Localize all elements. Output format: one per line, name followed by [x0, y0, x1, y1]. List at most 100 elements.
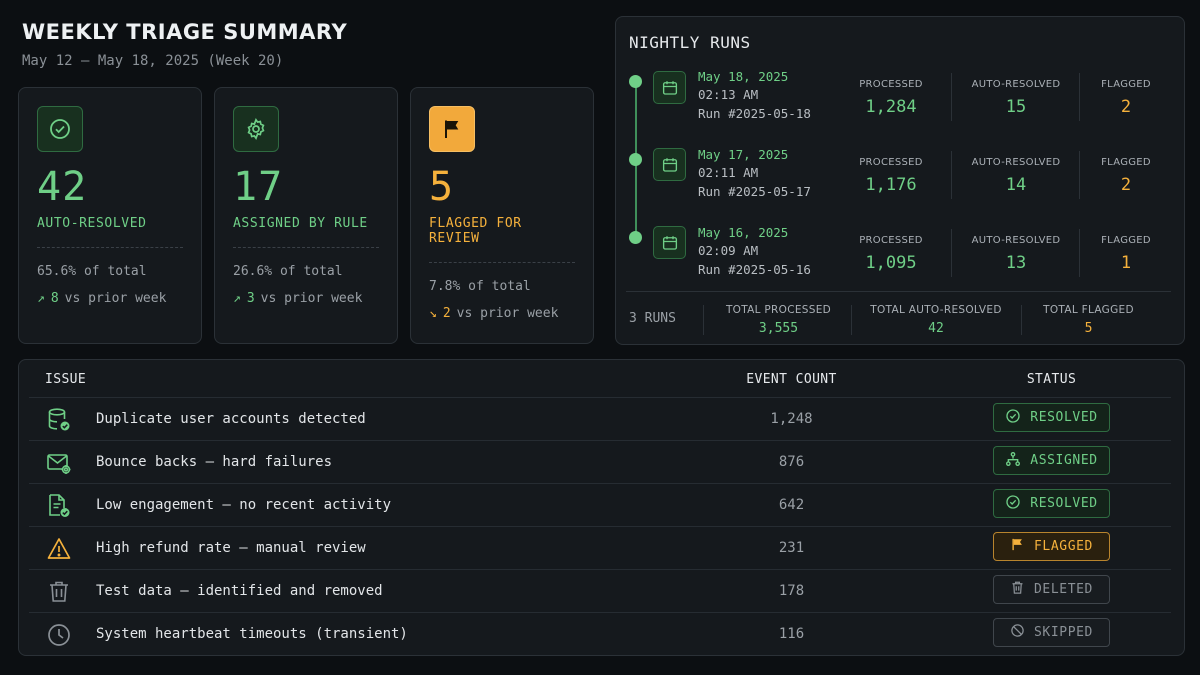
kpi-change-text: vs prior week	[64, 291, 167, 306]
status-badge: SKIPPED	[993, 618, 1110, 647]
trend-up-icon: ↗	[37, 291, 45, 306]
flag-icon	[1010, 537, 1025, 556]
kpi-change: ↗ 3 vs prior week	[233, 291, 379, 306]
run-id: Run #2025-05-17	[698, 184, 811, 199]
auto-resolved-label: AUTO-RESOLVED	[971, 79, 1061, 90]
table-row[interactable]: Low engagement – no recent activity 642 …	[29, 483, 1171, 526]
status-label: SKIPPED	[1034, 625, 1093, 640]
trash-icon	[1010, 580, 1025, 599]
kpi-card-auto-resolved: 42 AUTO-RESOLVED 65.6% of total ↗ 8 vs p…	[18, 87, 202, 344]
table-row[interactable]: System heartbeat timeouts (transient) 11…	[29, 612, 1171, 655]
column-separator	[851, 305, 852, 335]
run-date: May 16, 2025	[698, 225, 789, 240]
flag-icon	[429, 106, 475, 152]
total-processed-value: 3,555	[758, 321, 799, 336]
event-count: 231	[778, 540, 805, 556]
event-count: 116	[778, 626, 805, 642]
run-id: Run #2025-05-18	[698, 106, 811, 121]
trash-icon	[46, 579, 72, 605]
runs-footer-divider	[626, 291, 1171, 292]
document-check-icon	[46, 493, 72, 519]
auto-resolved-value: 13	[1005, 253, 1027, 273]
nightly-runs-title: NIGHTLY RUNS	[629, 33, 751, 52]
kpi-change-text: vs prior week	[260, 291, 363, 306]
auto-resolved-label: AUTO-RESOLVED	[971, 235, 1061, 246]
flagged-label: FLAGGED	[1101, 235, 1151, 246]
column-separator	[951, 73, 952, 121]
nightly-runs-panel: NIGHTLY RUNS May 18, 2025 02:13 AM Run #…	[615, 16, 1185, 345]
kpi-share: 7.8% of total	[429, 279, 531, 294]
column-separator	[1079, 73, 1080, 121]
kpi-divider	[429, 262, 575, 263]
auto-resolved-value: 14	[1005, 175, 1027, 195]
page-header: WEEKLY TRIAGE SUMMARY May 12 – May 18, 2…	[22, 20, 347, 69]
run-time: 02:11 AM	[698, 165, 759, 180]
hierarchy-icon	[1005, 451, 1021, 471]
kpi-change-text: vs prior week	[456, 306, 559, 321]
kpi-divider	[233, 247, 379, 248]
warning-icon	[46, 536, 72, 562]
timeline-dot	[629, 153, 642, 166]
issue-text: Duplicate user accounts detected	[96, 411, 366, 427]
event-count: 178	[778, 583, 805, 599]
status-label: FLAGGED	[1034, 539, 1093, 554]
kpi-change-value: 2	[442, 306, 451, 321]
table-row[interactable]: High refund rate – manual review 231 FLA…	[29, 526, 1171, 569]
status-label: RESOLVED	[1030, 410, 1098, 425]
run-date: May 18, 2025	[698, 69, 789, 84]
issue-text: High refund rate – manual review	[96, 540, 366, 556]
status-label: DELETED	[1034, 582, 1093, 597]
column-header-event-count: EVENT COUNT	[746, 372, 837, 387]
kpi-change: ↗ 8 vs prior week	[37, 291, 183, 306]
kpi-label: FLAGGED FOR REVIEW	[429, 216, 522, 246]
kpi-change: ↘ 2 vs prior week	[429, 306, 575, 321]
check-circle-icon	[37, 106, 83, 152]
runs-count: 3 RUNS	[629, 311, 676, 326]
status-label: ASSIGNED	[1030, 453, 1098, 468]
auto-resolved-value: 15	[1005, 97, 1027, 117]
status-badge: RESOLVED	[993, 489, 1110, 518]
total-auto-resolved-label: TOTAL AUTO-RESOLVED	[870, 304, 1002, 316]
flagged-value: 1	[1120, 253, 1132, 273]
status-badge: RESOLVED	[993, 403, 1110, 432]
table-row[interactable]: Bounce backs – hard failures 876 ASSIGNE…	[29, 440, 1171, 483]
event-count: 876	[778, 454, 805, 470]
total-flagged-value: 5	[1084, 321, 1093, 336]
processed-value: 1,284	[865, 97, 917, 117]
flagged-value: 2	[1120, 97, 1132, 117]
trend-down-icon: ↘	[429, 306, 437, 321]
processed-value: 1,176	[865, 175, 917, 195]
kpi-share: 65.6% of total	[37, 264, 147, 279]
status-badge: ASSIGNED	[993, 446, 1110, 475]
status-badge: DELETED	[993, 575, 1110, 604]
kpi-label: AUTO-RESOLVED	[37, 216, 147, 231]
check-circle-icon	[1005, 494, 1021, 514]
run-id: Run #2025-05-16	[698, 262, 811, 277]
column-header-status: STATUS	[1026, 372, 1077, 387]
status-label: RESOLVED	[1030, 496, 1098, 511]
processed-label: PROCESSED	[859, 79, 923, 90]
issue-text: System heartbeat timeouts (transient)	[96, 626, 408, 642]
column-separator	[951, 229, 952, 277]
column-separator	[703, 305, 704, 335]
issue-text: Low engagement – no recent activity	[96, 497, 392, 513]
event-count: 1,248	[770, 411, 813, 427]
table-row[interactable]: Duplicate user accounts detected 1,248 R…	[29, 397, 1171, 440]
total-flagged-label: TOTAL FLAGGED	[1043, 304, 1134, 316]
column-separator	[1021, 305, 1022, 335]
processed-label: PROCESSED	[859, 157, 923, 168]
table-row[interactable]: Test data – identified and removed 178 D…	[29, 569, 1171, 612]
timeline-dot	[629, 231, 642, 244]
kpi-value: 17	[233, 164, 284, 210]
run-time: 02:09 AM	[698, 243, 759, 258]
flagged-label: FLAGGED	[1101, 157, 1151, 168]
kpi-change-value: 3	[246, 291, 255, 306]
processed-label: PROCESSED	[859, 235, 923, 246]
event-count: 642	[778, 497, 805, 513]
page-title: WEEKLY TRIAGE SUMMARY	[22, 20, 348, 44]
kpi-share: 26.6% of total	[233, 264, 343, 279]
kpi-change-value: 8	[50, 291, 59, 306]
gear-icon	[233, 106, 279, 152]
database-check-icon	[46, 407, 72, 433]
calendar-icon	[653, 71, 686, 104]
